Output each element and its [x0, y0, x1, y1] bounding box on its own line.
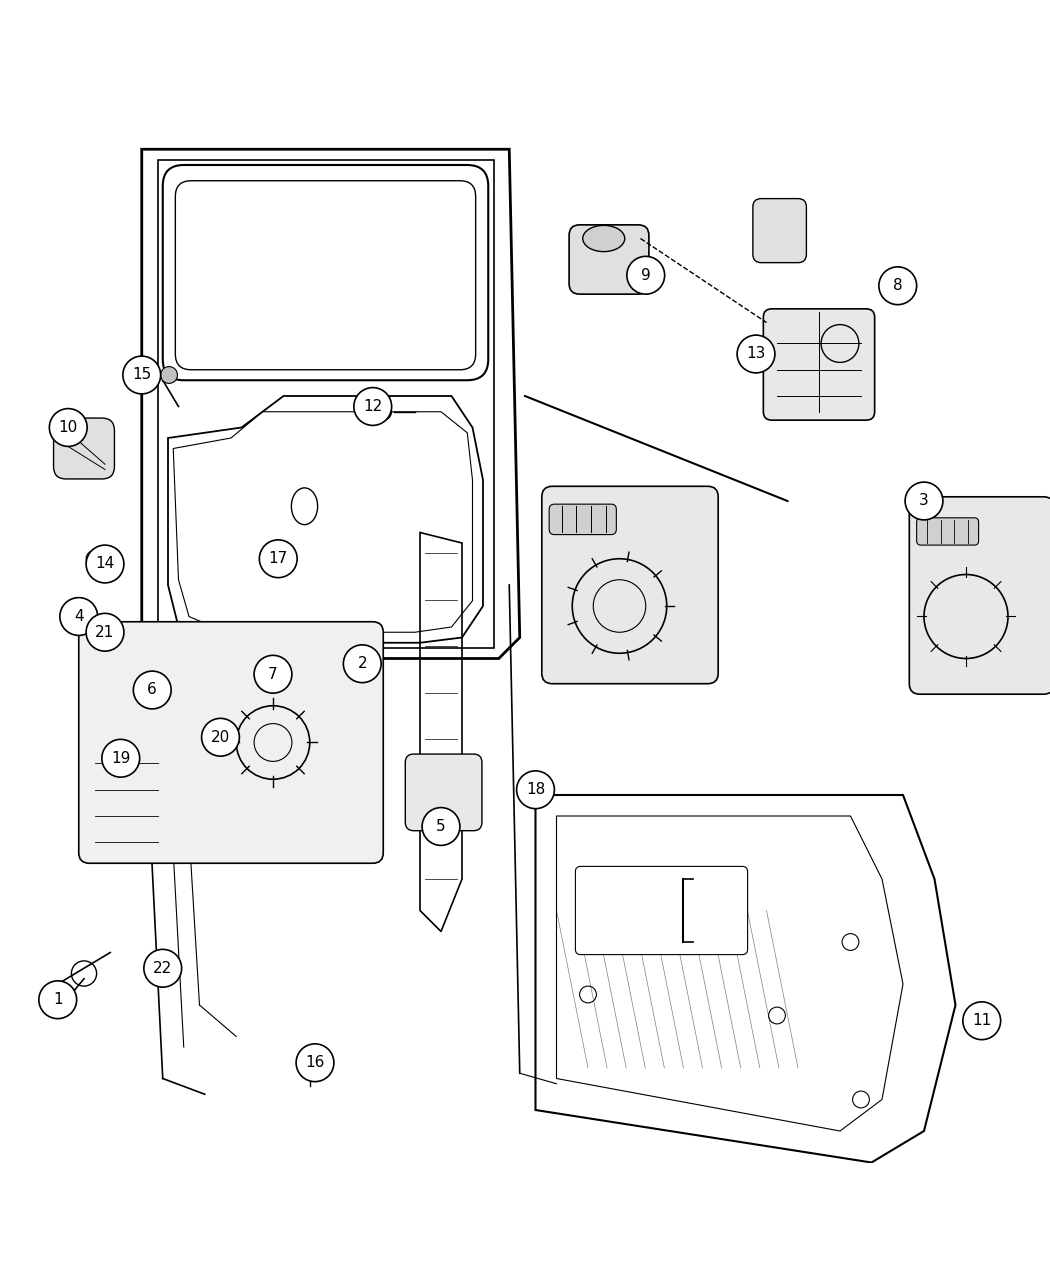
FancyBboxPatch shape [549, 504, 616, 534]
Circle shape [627, 256, 665, 295]
Text: 14: 14 [96, 556, 114, 571]
Text: 4: 4 [74, 609, 84, 623]
FancyBboxPatch shape [569, 224, 649, 295]
Text: 2: 2 [357, 657, 367, 671]
Circle shape [49, 408, 87, 446]
Circle shape [161, 367, 177, 384]
FancyBboxPatch shape [917, 518, 979, 546]
Circle shape [296, 1044, 334, 1081]
Circle shape [422, 807, 460, 845]
Text: 7: 7 [268, 667, 278, 682]
FancyBboxPatch shape [909, 497, 1050, 694]
Ellipse shape [583, 226, 625, 251]
Text: 5: 5 [436, 819, 446, 834]
Text: 15: 15 [132, 367, 151, 382]
Text: 13: 13 [747, 347, 765, 362]
FancyBboxPatch shape [163, 164, 488, 380]
Circle shape [343, 645, 381, 682]
Text: 19: 19 [111, 751, 130, 766]
Circle shape [60, 598, 98, 635]
FancyBboxPatch shape [542, 486, 718, 683]
Circle shape [86, 546, 124, 583]
Text: 20: 20 [211, 729, 230, 745]
Circle shape [86, 613, 124, 652]
Circle shape [144, 950, 182, 987]
Circle shape [259, 539, 297, 578]
Text: 8: 8 [892, 278, 903, 293]
Circle shape [737, 335, 775, 372]
Text: 21: 21 [96, 625, 114, 640]
Text: 3: 3 [919, 493, 929, 509]
Text: 18: 18 [526, 783, 545, 797]
Circle shape [39, 980, 77, 1019]
Circle shape [123, 356, 161, 394]
Circle shape [202, 718, 239, 756]
FancyBboxPatch shape [405, 754, 482, 831]
Circle shape [879, 266, 917, 305]
Text: 10: 10 [59, 419, 78, 435]
Text: 1: 1 [52, 992, 63, 1007]
FancyBboxPatch shape [79, 622, 383, 863]
FancyBboxPatch shape [575, 867, 748, 955]
Circle shape [905, 482, 943, 520]
Text: 6: 6 [147, 682, 157, 697]
Circle shape [354, 388, 392, 426]
FancyBboxPatch shape [763, 309, 875, 421]
Text: 17: 17 [269, 551, 288, 566]
Text: 9: 9 [640, 268, 651, 283]
FancyBboxPatch shape [175, 181, 476, 370]
Text: 11: 11 [972, 1014, 991, 1028]
FancyBboxPatch shape [54, 418, 114, 479]
Circle shape [133, 671, 171, 709]
Circle shape [963, 1002, 1001, 1039]
Text: 16: 16 [306, 1056, 324, 1070]
Circle shape [517, 771, 554, 808]
Text: 22: 22 [153, 961, 172, 975]
Text: 12: 12 [363, 399, 382, 414]
Circle shape [254, 655, 292, 694]
FancyBboxPatch shape [753, 199, 806, 263]
Circle shape [102, 740, 140, 778]
